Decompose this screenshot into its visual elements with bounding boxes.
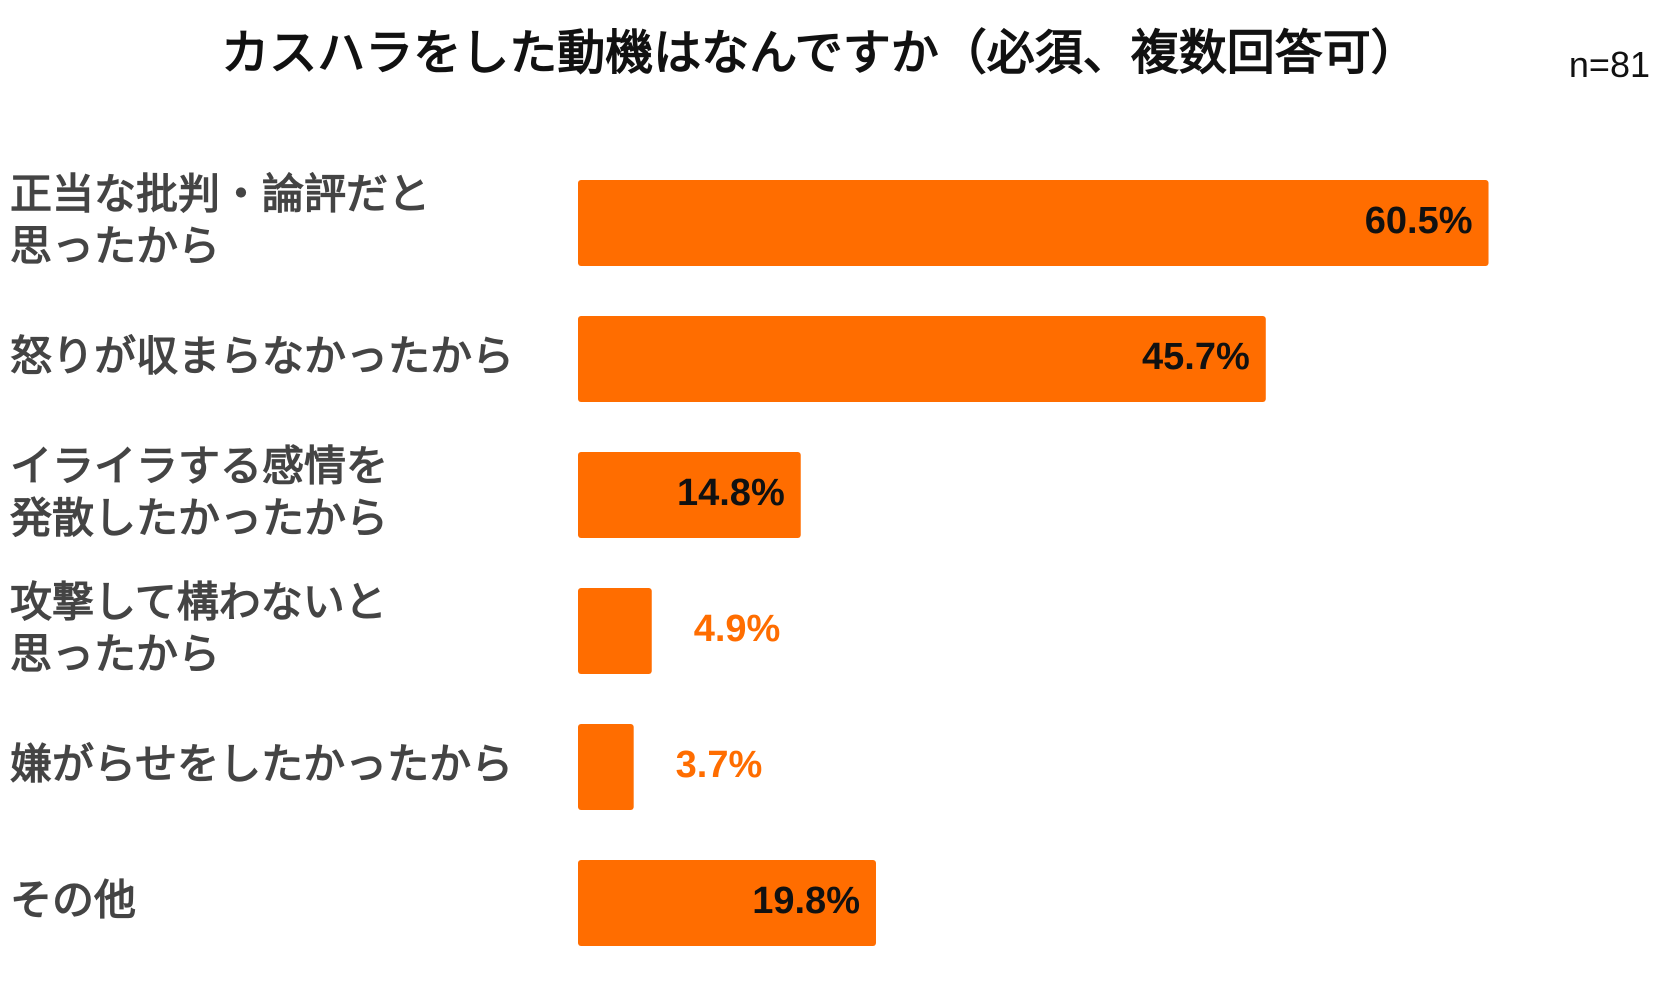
category-label-0: 正当な批判・論評だと思ったから	[10, 170, 430, 271]
value-label-2: 14.8%	[677, 472, 785, 514]
value-label-5: 19.8%	[752, 880, 860, 922]
bar-5	[578, 860, 876, 946]
value-label-3: 4.9%	[694, 608, 781, 650]
category-label-4: 嫌がらせをしたかったから	[10, 740, 513, 789]
bar-0	[578, 180, 1489, 266]
bars-group: 正当な批判・論評だと思ったから 60.5% 怒りが収まらなかったから 45.7% イライ…	[10, 170, 1489, 946]
bar-1	[578, 316, 1266, 402]
category-label-1: 怒りが収まらなかったから	[10, 332, 514, 381]
bar-4	[578, 724, 634, 810]
bar-2	[578, 452, 801, 538]
value-label-4: 3.7%	[676, 744, 763, 786]
category-label-5: その他	[10, 876, 136, 925]
category-label-2: イライラする感情を発散したかったから	[10, 442, 388, 543]
bar-3	[578, 588, 652, 674]
value-label-1: 45.7%	[1142, 336, 1250, 378]
sample-size: n=81	[1568, 44, 1650, 85]
category-label-3: 攻撃して構わないと思ったから	[10, 578, 387, 679]
value-label-0: 60.5%	[1365, 200, 1473, 242]
chart-title: カスハラをした動機はなんですか（必須、複数回答可）	[221, 25, 1419, 81]
